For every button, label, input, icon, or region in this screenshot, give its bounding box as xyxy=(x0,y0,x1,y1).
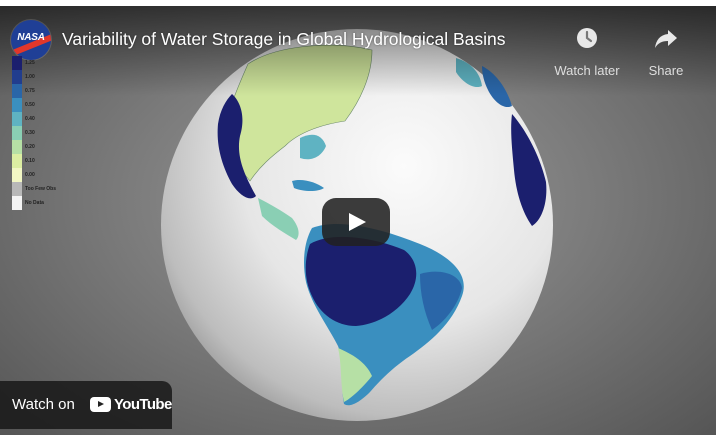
youtube-wordmark: YouTube xyxy=(114,396,172,413)
watch-on-label: Watch on xyxy=(12,396,75,413)
caribbean-region xyxy=(292,179,324,191)
watch-later-button[interactable]: Watch later xyxy=(547,20,627,78)
legend-tick-label: 0.20 xyxy=(25,144,35,150)
legend-swatch xyxy=(12,84,22,98)
clock-icon xyxy=(577,28,597,48)
top-gradient xyxy=(0,6,716,96)
legend-tick-label: 0.10 xyxy=(25,158,35,164)
youtube-play-badge xyxy=(90,397,111,412)
play-icon xyxy=(349,213,366,231)
channel-avatar[interactable]: NASA xyxy=(11,20,51,60)
legend-tick-label: 1.00 xyxy=(25,74,35,80)
south-america-south xyxy=(338,348,372,402)
legend-tick-label: 0.40 xyxy=(25,116,35,122)
legend-tick-label: 1.25 xyxy=(25,60,35,66)
north-america-west-coast xyxy=(217,94,256,199)
north-america-east xyxy=(300,134,326,160)
video-title[interactable]: Variability of Water Storage in Global H… xyxy=(62,29,506,49)
legend-tick-label: 0.50 xyxy=(25,102,35,108)
legend-tick-label: 0.30 xyxy=(25,130,35,136)
legend-swatch xyxy=(12,112,22,126)
legend-swatch xyxy=(12,70,22,84)
share-arrow-icon xyxy=(655,30,677,48)
share-button[interactable]: Share xyxy=(626,20,706,78)
legend-swatch xyxy=(12,98,22,112)
legend-swatch xyxy=(12,182,22,196)
legend-tick-label: Too Few Obs xyxy=(25,186,57,192)
legend-tick-label: No Data xyxy=(25,200,44,206)
legend-swatch xyxy=(12,56,22,70)
share-label: Share xyxy=(648,63,684,78)
south-america-east xyxy=(420,271,462,330)
video-player[interactable]: NASA Variability of Water Storage in Glo… xyxy=(0,6,716,435)
africa-coast-region xyxy=(511,114,547,226)
central-america-region xyxy=(258,198,299,240)
legend-swatch xyxy=(12,196,22,210)
watch-on-youtube-button[interactable]: Watch on YouTube xyxy=(0,381,172,429)
legend-swatch xyxy=(12,140,22,154)
legend-color-bar xyxy=(12,56,22,210)
legend-swatch xyxy=(12,126,22,140)
legend-swatch xyxy=(12,168,22,182)
play-button[interactable] xyxy=(322,198,390,246)
color-legend: Variability in Water Level (m) 1.251.000… xyxy=(10,56,70,236)
avatar-logo-text: NASA xyxy=(17,32,45,43)
legend-swatch xyxy=(12,154,22,168)
legend-tick-label: 0.00 xyxy=(25,172,35,178)
watch-later-label: Watch later xyxy=(554,63,620,78)
amazon-basin xyxy=(305,236,417,326)
legend-tick-label: 0.75 xyxy=(25,88,35,94)
